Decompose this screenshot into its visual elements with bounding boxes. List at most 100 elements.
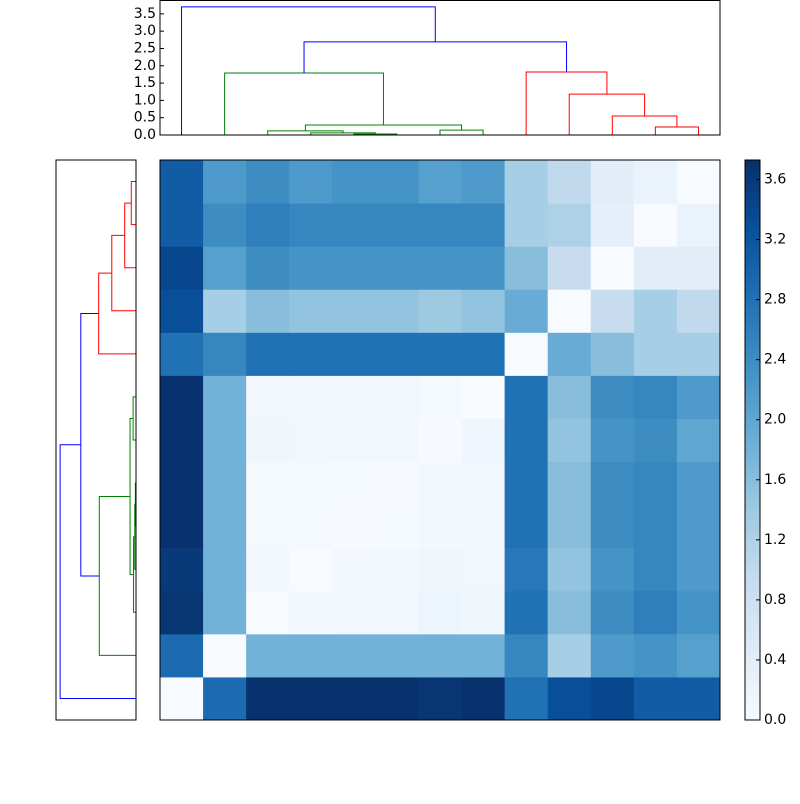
heatmap-cell bbox=[203, 160, 247, 204]
heatmap-cell bbox=[676, 590, 721, 635]
heatmap-cell bbox=[246, 289, 290, 333]
heatmap-cell bbox=[547, 633, 592, 678]
heatmap-cell bbox=[504, 332, 549, 376]
heatmap-cell bbox=[289, 633, 333, 678]
y-tick-label: 3.0 bbox=[134, 23, 156, 39]
heatmap bbox=[159, 159, 721, 721]
heatmap-cell bbox=[246, 160, 290, 204]
axis-frame bbox=[159, 0, 721, 136]
heatmap-cell bbox=[676, 375, 721, 419]
dendrogram-link bbox=[130, 181, 136, 226]
heatmap-cell bbox=[590, 332, 635, 376]
heatmap-cell bbox=[676, 676, 721, 721]
heatmap-cell bbox=[375, 246, 419, 290]
dendrogram-link bbox=[98, 272, 136, 355]
heatmap-cell bbox=[418, 203, 463, 247]
heatmap-cell bbox=[418, 504, 463, 549]
heatmap-cell bbox=[547, 332, 592, 376]
heatmap-cell bbox=[332, 160, 376, 204]
heatmap-cell bbox=[375, 676, 419, 721]
heatmap-cell bbox=[418, 676, 463, 721]
heatmap-cell bbox=[547, 160, 592, 204]
heatmap-cell bbox=[332, 246, 376, 290]
heatmap-cell bbox=[289, 332, 333, 376]
heatmap-cell bbox=[633, 547, 678, 592]
dendrogram-link bbox=[303, 41, 568, 74]
dendrogram-link bbox=[654, 126, 699, 135]
heatmap-cell bbox=[418, 375, 463, 419]
heatmap-cell bbox=[461, 590, 506, 635]
heatmap-cell bbox=[375, 160, 419, 204]
dendrogram-link bbox=[59, 444, 136, 699]
heatmap-cell bbox=[332, 590, 376, 635]
y-tick-label: 0.5 bbox=[134, 110, 156, 126]
left-dendrogram bbox=[55, 159, 137, 721]
heatmap-cell bbox=[461, 461, 506, 506]
heatmap-cell bbox=[332, 461, 376, 506]
heatmap-cell bbox=[418, 590, 463, 635]
heatmap-cell bbox=[590, 633, 635, 678]
heatmap-cell bbox=[504, 676, 549, 721]
heatmap-cell bbox=[375, 547, 419, 592]
heatmap-cell bbox=[590, 289, 635, 333]
heatmap-cell bbox=[332, 504, 376, 549]
heatmap-cell bbox=[504, 633, 549, 678]
heatmap-cell bbox=[289, 418, 333, 463]
heatmap-cell bbox=[590, 590, 635, 635]
heatmap-cell bbox=[461, 418, 506, 463]
heatmap-cell bbox=[375, 418, 419, 463]
heatmap-cell bbox=[246, 461, 290, 506]
heatmap-cell bbox=[676, 203, 721, 247]
dendrogram-link bbox=[304, 124, 463, 131]
heatmap-cell bbox=[547, 203, 592, 247]
heatmap-cell bbox=[504, 461, 549, 506]
heatmap-cell bbox=[160, 504, 204, 549]
dendrogram-link bbox=[611, 115, 678, 135]
colorbar-tick-label: 2.0 bbox=[764, 412, 786, 428]
heatmap-cell bbox=[332, 375, 376, 419]
heatmap-cell bbox=[203, 633, 247, 678]
heatmap-cell bbox=[203, 418, 247, 463]
heatmap-cell bbox=[418, 418, 463, 463]
heatmap-cell bbox=[375, 633, 419, 678]
heatmap-cell bbox=[375, 203, 419, 247]
heatmap-cell bbox=[375, 590, 419, 635]
heatmap-cell bbox=[418, 289, 463, 333]
heatmap-cell bbox=[590, 375, 635, 419]
heatmap-cell bbox=[461, 633, 506, 678]
heatmap-cell bbox=[289, 504, 333, 549]
heatmap-cell bbox=[547, 461, 592, 506]
heatmap-cell bbox=[633, 203, 678, 247]
heatmap-cell bbox=[633, 332, 678, 376]
heatmap-cell bbox=[547, 418, 592, 463]
heatmap-cell bbox=[461, 246, 506, 290]
heatmap-cell bbox=[160, 160, 204, 204]
heatmap-cell bbox=[418, 332, 463, 376]
y-tick-label: 1.0 bbox=[134, 92, 156, 108]
heatmap-cell bbox=[504, 504, 549, 549]
heatmap-cell bbox=[418, 160, 463, 204]
dendrogram-link bbox=[439, 129, 484, 135]
heatmap-cell bbox=[246, 676, 290, 721]
colorbar-tick-label: 1.2 bbox=[764, 532, 786, 548]
heatmap-cell bbox=[461, 332, 506, 376]
heatmap-cell bbox=[676, 289, 721, 333]
heatmap-cell bbox=[332, 332, 376, 376]
colorbar-tick-label: 2.4 bbox=[764, 352, 786, 368]
heatmap-cell bbox=[504, 203, 549, 247]
heatmap-cell bbox=[461, 203, 506, 247]
colorbar-tick-label: 1.6 bbox=[764, 472, 786, 488]
colorbar-tick-label: 3.6 bbox=[764, 172, 786, 188]
heatmap-cell bbox=[375, 289, 419, 333]
heatmap-cell bbox=[332, 633, 376, 678]
heatmap-cell bbox=[246, 633, 290, 678]
y-tick-label: 3.5 bbox=[134, 6, 156, 22]
heatmap-cell bbox=[160, 375, 204, 419]
heatmap-cell bbox=[203, 246, 247, 290]
heatmap-cell bbox=[590, 676, 635, 721]
heatmap-cell bbox=[461, 547, 506, 592]
heatmap-cell bbox=[203, 289, 247, 333]
heatmap-cell bbox=[418, 461, 463, 506]
y-tick-label: 1.5 bbox=[134, 75, 156, 91]
heatmap-cell bbox=[547, 547, 592, 592]
